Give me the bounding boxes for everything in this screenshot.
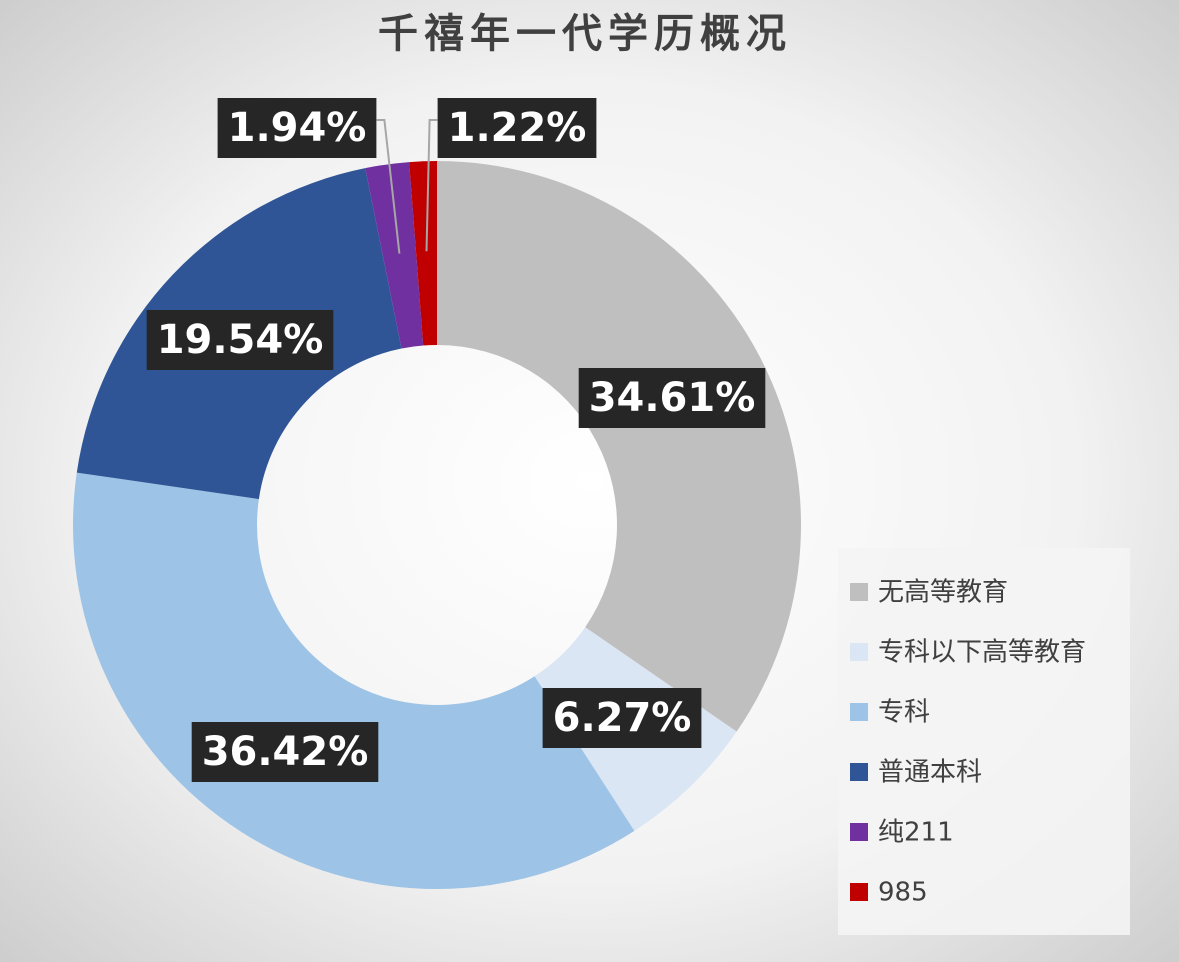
chart-title: 千禧年一代学历概况 xyxy=(378,11,792,57)
data-label-text: 36.42% xyxy=(202,729,369,775)
data-label-box xyxy=(437,98,597,158)
legend-label: 专科以下高等教育 xyxy=(878,638,1086,668)
data-label-text: 1.94% xyxy=(228,105,367,151)
donut-slice xyxy=(72,472,635,890)
legend-label: 985 xyxy=(878,878,928,908)
data-label: 6.27% xyxy=(542,688,702,748)
data-label-box xyxy=(217,98,377,158)
legend-label: 专科 xyxy=(878,698,930,728)
legend-label: 无高等教育 xyxy=(878,578,1008,608)
donut-slice xyxy=(365,162,424,349)
data-label-box xyxy=(542,688,702,748)
data-label: 36.42% xyxy=(191,722,379,782)
legend-swatch xyxy=(850,643,868,661)
data-label: 34.61% xyxy=(578,368,766,428)
data-label-text: 6.27% xyxy=(553,695,692,741)
legend-swatch xyxy=(850,703,868,721)
data-label: 1.22% xyxy=(437,98,597,158)
leader-line xyxy=(376,119,401,254)
legend-box xyxy=(838,548,1130,935)
legend-swatch xyxy=(850,823,868,841)
legend-label: 普通本科 xyxy=(878,758,982,788)
data-label-text: 1.22% xyxy=(448,105,587,151)
legend-swatch xyxy=(850,883,868,901)
donut-slice xyxy=(437,161,801,732)
data-label-text: 19.54% xyxy=(157,317,324,363)
leader-line xyxy=(425,119,438,252)
data-label-text: 34.61% xyxy=(589,375,756,421)
data-label-box xyxy=(191,722,379,782)
data-label: 19.54% xyxy=(146,310,334,370)
data-label: 1.94% xyxy=(217,98,377,158)
data-label-box xyxy=(578,368,766,428)
legend-swatch xyxy=(850,763,868,781)
donut-slice xyxy=(409,161,437,346)
legend-label: 纯211 xyxy=(878,818,954,848)
legend-swatch xyxy=(850,583,868,601)
data-label-box xyxy=(146,310,334,370)
